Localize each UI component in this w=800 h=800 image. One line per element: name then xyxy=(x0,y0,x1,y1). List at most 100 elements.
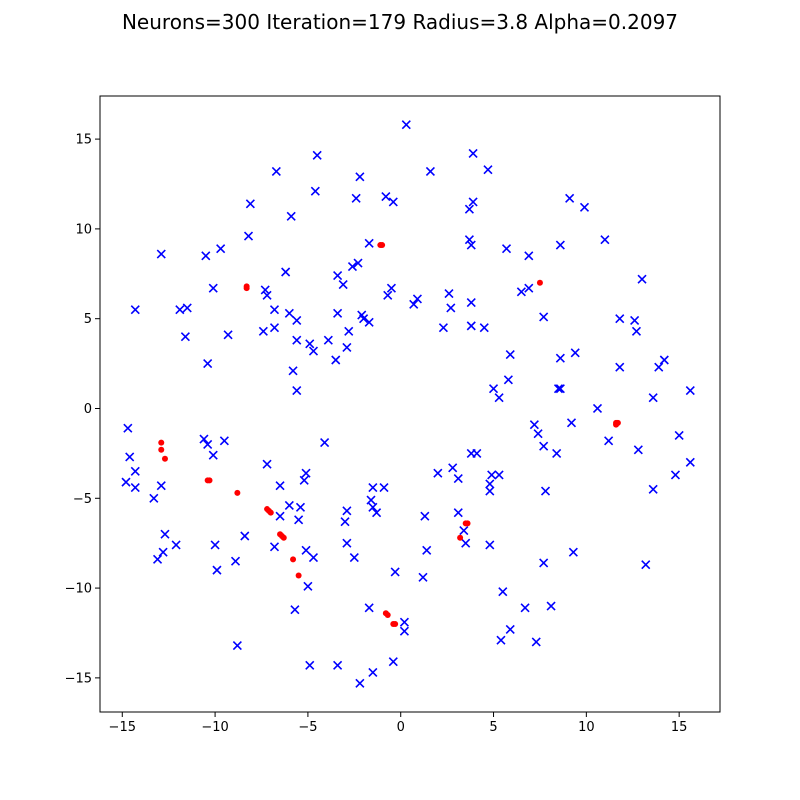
neuron-x-marker xyxy=(208,283,218,293)
neuron-x-marker xyxy=(615,314,625,324)
neuron-x-marker xyxy=(121,477,131,487)
neuron-x-marker xyxy=(516,287,526,297)
neuron-x-marker xyxy=(171,540,181,550)
neuron-x-marker xyxy=(349,552,359,563)
neuron-x-marker xyxy=(425,166,435,176)
neuron-x-marker xyxy=(418,572,428,582)
neuron-x-marker xyxy=(466,240,476,250)
neuron-x-marker xyxy=(648,484,658,494)
neuron-x-marker xyxy=(444,288,454,299)
neuron-x-marker xyxy=(540,486,551,496)
x-tick-label: 10 xyxy=(578,720,595,735)
chart-title: Neurons=300 Iteration=179 Radius=3.8 Alp… xyxy=(121,10,679,34)
neuron-x-marker xyxy=(312,150,322,160)
neuron-x-marker xyxy=(529,420,539,430)
data-point xyxy=(158,439,165,446)
neuron-x-marker xyxy=(420,511,430,521)
neuron-x-marker xyxy=(284,500,294,511)
data-point xyxy=(536,279,543,286)
neuron-x-marker xyxy=(531,637,541,647)
neuron-x-marker xyxy=(539,441,549,451)
neuron-x-marker xyxy=(409,299,419,309)
neuron-x-marker xyxy=(524,283,534,293)
y-tick-label: −10 xyxy=(65,582,92,597)
neuron-x-marker xyxy=(566,418,577,428)
neuron-x-marker xyxy=(269,323,280,333)
y-tick-label: 5 xyxy=(84,312,92,327)
neuron-x-marker xyxy=(333,308,343,318)
data-point xyxy=(280,534,287,541)
neuron-x-marker xyxy=(383,290,393,300)
x-tick-label: −5 xyxy=(298,720,317,735)
neuron-x-marker xyxy=(323,335,333,345)
x-tick-label: 0 xyxy=(397,720,405,735)
neuron-x-marker xyxy=(494,470,504,480)
data-point xyxy=(243,285,250,292)
data-point xyxy=(392,621,399,627)
neuron-x-marker xyxy=(212,565,222,575)
neuron-x-marker xyxy=(453,508,463,518)
x-tick-label: −15 xyxy=(109,720,136,735)
data-point xyxy=(234,489,241,496)
neuron-x-marker xyxy=(125,452,135,462)
neuron-x-marker xyxy=(295,502,306,512)
neuron-x-marker xyxy=(368,667,378,678)
neuron-x-marker xyxy=(633,445,643,455)
neuron-x-marker xyxy=(579,202,590,212)
neuron-x-marker xyxy=(230,556,241,566)
neuron-x-marker xyxy=(320,438,330,448)
neuron-x-marker xyxy=(659,355,669,365)
neuron-x-marker xyxy=(158,547,168,557)
neuron-x-marker xyxy=(479,323,489,333)
neuron-x-marker xyxy=(182,303,192,313)
neuron-x-marker xyxy=(342,538,352,548)
neuron-x-marker xyxy=(453,473,463,484)
neuron-x-marker xyxy=(305,339,315,349)
neuron-x-marker xyxy=(359,314,369,324)
neuron-x-marker xyxy=(485,540,495,550)
neuron-x-marker xyxy=(262,290,272,300)
neuron-x-marker xyxy=(340,517,350,527)
neuron-x-marker xyxy=(498,587,508,597)
neuron-x-marker xyxy=(294,515,304,525)
x-axis: −15 −10 −5 0 5 10 15 xyxy=(109,712,688,735)
neuron-x-marker xyxy=(292,315,302,326)
neuron-x-marker xyxy=(308,552,319,563)
y-tick-label: −5 xyxy=(73,492,92,507)
neuron-x-marker xyxy=(269,305,280,315)
neuron-x-marker xyxy=(355,172,365,182)
y-tick-label: 10 xyxy=(75,222,92,237)
neuron-x-marker xyxy=(275,511,285,521)
neuron-x-marker xyxy=(216,244,226,254)
neuron-x-marker xyxy=(381,192,391,202)
data-point xyxy=(457,534,464,541)
neuron-x-marker xyxy=(552,448,562,458)
neuron-x-marker xyxy=(275,481,285,491)
neuron-x-marker xyxy=(412,294,422,304)
neuron-x-marker xyxy=(286,211,296,221)
neuron-x-marker xyxy=(503,375,513,385)
x-tick-label: 15 xyxy=(671,720,688,735)
neuron-x-marker xyxy=(459,526,469,536)
neuron-x-marker xyxy=(180,332,190,342)
data-point xyxy=(158,446,165,453)
neuron-x-marker xyxy=(637,274,647,284)
neuron-x-marker xyxy=(258,326,268,336)
neuron-x-marker xyxy=(485,486,495,496)
neuron-x-marker xyxy=(292,385,302,396)
x-tick-label: 5 xyxy=(489,720,497,735)
neuron-x-marker xyxy=(130,305,140,315)
neuron-x-marker xyxy=(631,326,642,336)
neuron-x-marker xyxy=(553,384,564,394)
neuron-x-marker xyxy=(156,249,166,259)
neuron-x-marker xyxy=(388,197,398,207)
data-point xyxy=(464,520,471,527)
neuron-x-marker xyxy=(422,545,432,555)
neuron-x-marker xyxy=(674,430,684,440)
neuron-x-marker xyxy=(505,350,515,360)
neuron-x-marker xyxy=(333,271,343,281)
neuron-x-marker xyxy=(308,346,319,356)
neuron-x-marker xyxy=(203,439,213,449)
data-point xyxy=(384,612,391,619)
